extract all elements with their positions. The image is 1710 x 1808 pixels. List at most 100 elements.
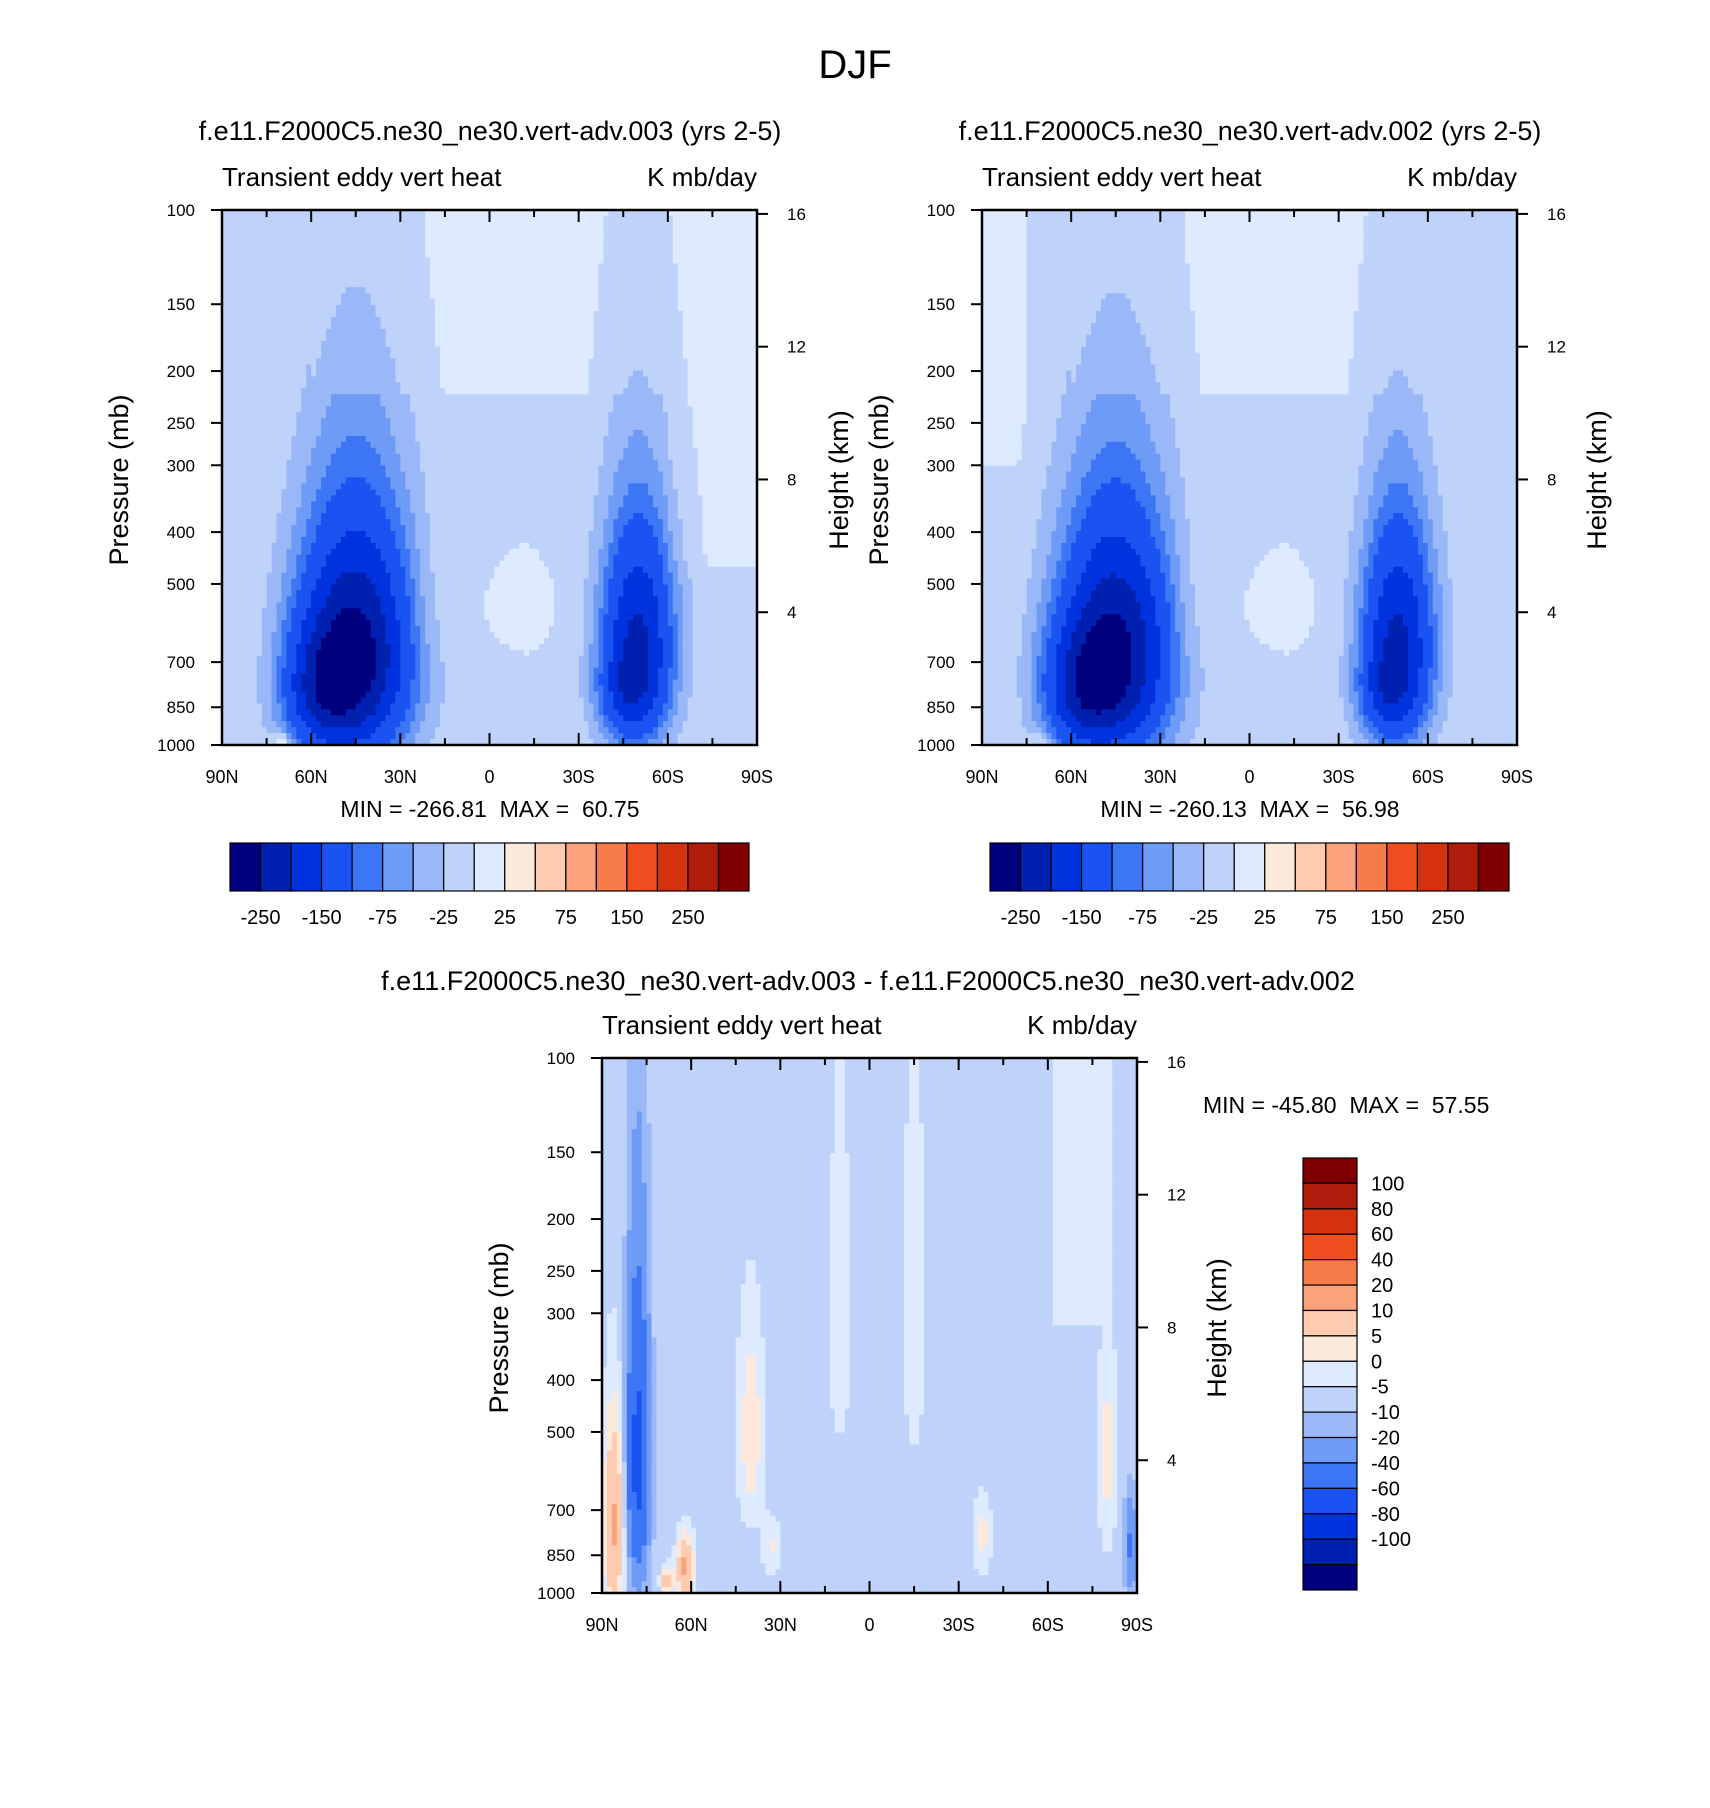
field-cell <box>291 465 297 473</box>
field-cell <box>385 424 392 431</box>
field-cell <box>613 299 619 306</box>
field-cell <box>697 412 704 419</box>
field-cell <box>752 215 758 223</box>
field-cell <box>474 412 481 419</box>
field-cell <box>335 263 342 271</box>
field-cell <box>613 447 619 455</box>
field-cell <box>360 245 367 253</box>
field-cell <box>449 352 456 360</box>
field-cell <box>593 239 600 247</box>
field-cell <box>251 412 258 419</box>
field-cell <box>400 293 406 300</box>
field-cell <box>539 471 545 479</box>
field-cell <box>444 221 451 229</box>
field-cell <box>519 358 525 366</box>
field-cell <box>454 459 461 467</box>
field-cell <box>583 406 590 413</box>
field-cell <box>652 233 659 241</box>
field-cell <box>410 435 416 443</box>
field-cell <box>648 221 654 229</box>
field-cell <box>539 239 545 247</box>
field-cell <box>499 441 505 449</box>
field-cell <box>529 245 535 253</box>
field-cell <box>712 293 718 300</box>
field-cell <box>558 376 565 383</box>
field-cell <box>583 388 590 395</box>
field-cell <box>256 346 263 354</box>
field-cell <box>330 227 337 235</box>
field-cell <box>707 305 714 312</box>
field-cell <box>543 287 550 294</box>
field-cell <box>489 269 496 276</box>
field-cell <box>479 447 486 455</box>
field-cell <box>519 418 525 425</box>
field-cell <box>529 388 535 395</box>
field-cell <box>395 221 401 229</box>
field-cell <box>623 299 629 306</box>
field-cell <box>553 435 560 443</box>
field-cell <box>578 388 585 395</box>
field-cell <box>677 322 684 330</box>
field-cell <box>727 227 733 235</box>
field-cell <box>360 400 367 407</box>
field-cell <box>573 305 580 312</box>
field-cell <box>311 465 317 473</box>
field-cell <box>271 418 278 425</box>
field-cell <box>727 269 733 276</box>
field-cell <box>241 471 248 479</box>
field-cell <box>667 340 674 348</box>
field-cell <box>321 299 327 306</box>
field-cell <box>677 293 684 300</box>
field-cell <box>553 281 560 288</box>
field-cell <box>415 245 421 253</box>
field-cell <box>435 245 441 253</box>
field-cell <box>583 317 590 324</box>
field-cell <box>420 269 426 276</box>
field-cell <box>276 210 283 217</box>
field-cell <box>326 340 332 348</box>
field-cell <box>430 305 436 312</box>
field-cell <box>301 394 307 401</box>
field-cell <box>301 251 307 259</box>
field-cell <box>529 346 535 354</box>
field-cell <box>752 257 758 265</box>
field-cell <box>618 263 624 271</box>
field-cell <box>474 406 481 413</box>
field-cell <box>236 376 243 383</box>
field-cell <box>677 465 684 473</box>
field-cell <box>697 287 704 294</box>
field-cell <box>469 311 476 318</box>
field-cell <box>435 453 441 461</box>
field-cell <box>539 281 545 288</box>
field-cell <box>534 376 540 383</box>
field-cell <box>444 400 451 407</box>
field-cell <box>692 263 699 271</box>
field-cell <box>415 346 421 354</box>
field-cell <box>375 447 382 455</box>
field-cell <box>454 293 461 300</box>
field-cell <box>504 394 510 401</box>
field-cell <box>598 358 605 366</box>
field-cell <box>345 370 352 378</box>
field-cell <box>425 263 431 271</box>
field-cell <box>266 215 273 223</box>
field-cell <box>286 400 292 407</box>
field-cell <box>365 221 372 229</box>
field-cell <box>380 370 387 378</box>
field-cell <box>509 418 515 425</box>
field-cell <box>677 412 684 419</box>
field-cell <box>648 269 654 276</box>
field-cell <box>563 406 570 413</box>
field-cell <box>321 483 327 490</box>
field-cell <box>623 275 629 282</box>
field-cell <box>563 322 570 330</box>
field-cell <box>633 311 639 318</box>
field-cell <box>529 441 535 449</box>
field-cell <box>251 275 258 282</box>
field-cell <box>489 453 496 461</box>
field-cell <box>563 251 570 259</box>
field-cell <box>529 435 535 443</box>
field-cell <box>469 293 476 300</box>
field-cell <box>514 388 520 395</box>
field-cell <box>593 382 600 389</box>
